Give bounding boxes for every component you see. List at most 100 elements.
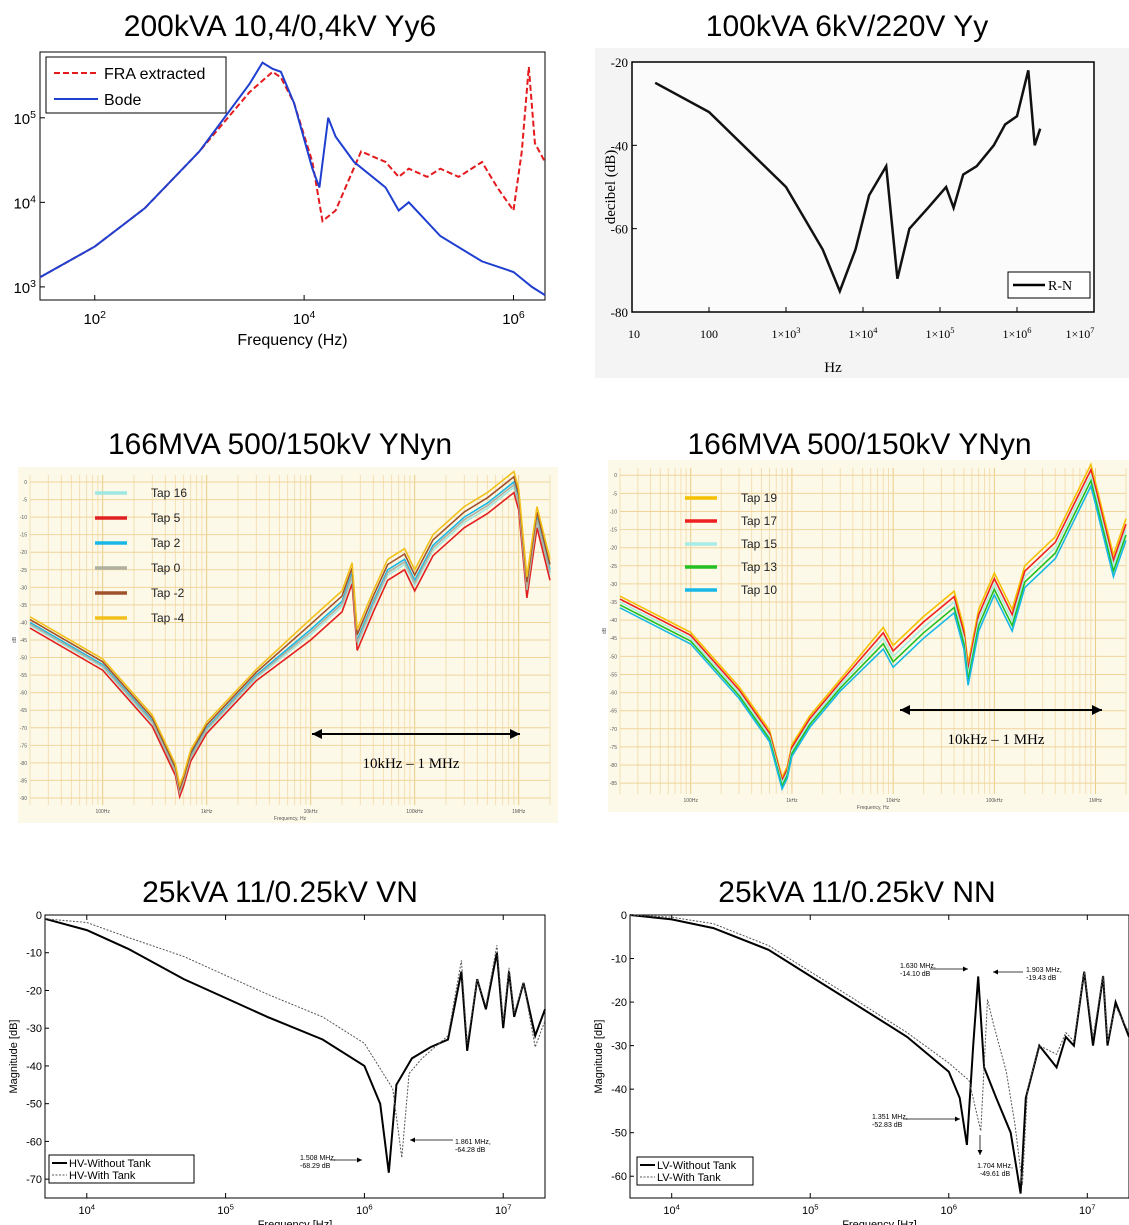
chart-panel-4: 166MVA 500/150kV YNyn 0 -5 -10 -15 -20 -25 -30… — [590, 420, 1129, 840]
x-axis-label: Frequency (Hz) — [237, 332, 347, 349]
x-tick-label: 10kHz — [304, 809, 319, 815]
range-annotation: 10kHz – 1 MHz — [947, 732, 1044, 748]
y-tick-label: -50 — [20, 656, 27, 662]
annotation-label: -68.29 dB — [300, 1163, 331, 1170]
y-tick-label: -80 — [610, 763, 617, 769]
x-tick-label: 100Hz — [684, 798, 699, 804]
y-tick-label: -35 — [610, 600, 617, 606]
chart-3-svg: 0 -5 -10 -15 -20 -25 -30 -35 -40 -45 -50 -55 -60 -65 -… — [12, 467, 558, 823]
legend-label: Tap 16 — [151, 486, 187, 500]
x-tick-label: 100kHz — [406, 809, 423, 815]
y-tick-label: -75 — [610, 745, 617, 751]
legend-label: HV-With Tank — [69, 1170, 136, 1182]
y-tick-label: 105 — [13, 109, 36, 128]
range-annotation: 10kHz – 1 MHz — [362, 756, 459, 772]
y-tick-label: -30 — [610, 582, 617, 588]
y-tick-label: -40 — [611, 138, 628, 153]
y-tick-label: 103 — [13, 278, 36, 297]
x-tick-label: 1×105 — [926, 326, 955, 341]
y-tick-label: -60 — [26, 1136, 42, 1148]
y-tick-label: -35 — [20, 603, 27, 609]
chart-4-svg: 0 -5 -10 -15 -20 -25 -30 -35 -40 -45 -50 -55 -60 -65 -… — [602, 460, 1129, 812]
annotation-arrow-head — [955, 1116, 960, 1122]
y-tick-label: -65 — [20, 708, 27, 714]
chart-1-svg: 102 104 106 103 104 105 Frequency (Hz) FRA extr… — [13, 51, 546, 349]
y-tick-label: -5 — [613, 491, 618, 497]
y-tick-label: -40 — [611, 1084, 627, 1096]
y-tick-label: -60 — [610, 691, 617, 697]
y-tick-label: -25 — [610, 564, 617, 570]
x-tick-label: 1kHz — [786, 798, 798, 804]
annotation-label: -14.10 dB — [900, 971, 931, 978]
series-line-r-n — [654, 70, 1042, 295]
x-tick-label: 105 — [217, 1203, 234, 1217]
x-tick-label: 1MHz — [1089, 798, 1103, 804]
chart-title-3: 166MVA 500/150kV YNyn — [107, 428, 453, 461]
range-arrow-head-left — [312, 729, 322, 739]
chart-5-svg: 104 105 106 107 0 -10 -20 -30 -40 -50 -60 -70 Freque… — [8, 910, 546, 1225]
x-tick-label: 106 — [941, 1203, 958, 1217]
range-arrow-head-left — [900, 705, 910, 715]
legend-label: HV-Without Tank — [69, 1158, 151, 1170]
annotation-label: -64.28 dB — [455, 1147, 486, 1154]
chart-2-svg: 10 100 1×103 1×104 1×105 1×106 1×107 -20 -40 -60 -… — [595, 48, 1129, 378]
y-tick-label: -10 — [26, 948, 42, 960]
legend-box — [45, 56, 227, 114]
y-tick-label: 0 — [621, 910, 627, 922]
y-axis-label: dB — [602, 627, 608, 634]
series-line-bode — [39, 61, 546, 296]
y-tick-label: -60 — [20, 691, 27, 697]
y-tick-label: 0 — [614, 473, 617, 479]
y-tick-label: -20 — [611, 55, 628, 70]
chart-title-6: 25kVA 11/0.25kV NN — [718, 876, 996, 909]
y-tick-label: -45 — [20, 638, 27, 644]
series-line-tap--4 — [29, 470, 551, 789]
y-tick-label: -25 — [20, 568, 27, 574]
x-tick-label: 1×107 — [1066, 326, 1095, 341]
y-axis-label: decibel (dB) — [603, 150, 619, 225]
range-arrow-head-right — [1092, 705, 1102, 715]
legend-label: LV-Without Tank — [657, 1160, 737, 1172]
range-arrow-head-right — [510, 729, 520, 739]
chart-panel-5: 25kVA 11/0.25kV VN 104 105 106 107 0 -10 -20 -3… — [0, 870, 560, 1225]
annotation-label: 1.351 MHz, — [872, 1114, 908, 1121]
x-tick-label: 102 — [83, 309, 106, 328]
y-tick-label: -55 — [610, 672, 617, 678]
legend-label: Tap 19 — [741, 491, 777, 505]
y-tick-label: -50 — [26, 1099, 42, 1111]
chart-panel-6: 25kVA 11/0.25kV NN 104 105 106 107 0 -10 -20 -3… — [585, 870, 1129, 1225]
x-axis-label: Frequency, Hz — [274, 816, 307, 822]
series-line-fra-extracted — [39, 66, 546, 279]
x-tick-label: 107 — [1079, 1203, 1096, 1217]
y-tick-label: -30 — [20, 585, 27, 591]
legend-box — [48, 1154, 195, 1184]
annotation-label: -52.83 dB — [872, 1122, 903, 1129]
x-tick-label: 107 — [495, 1203, 512, 1217]
chart-title-4: 166MVA 500/150kV YNyn — [687, 428, 1032, 461]
annotation-label: -49.61 dB — [980, 1171, 1011, 1178]
y-tick-label: -10 — [610, 509, 617, 515]
annotation-arrow-head — [410, 1137, 415, 1143]
legend-label: Tap 0 — [151, 561, 181, 575]
annotation-label: 1.903 MHz, — [1026, 967, 1062, 974]
y-tick-label: 0 — [24, 480, 27, 486]
x-tick-label: 100kHz — [986, 798, 1003, 804]
y-tick-label: -10 — [20, 515, 27, 521]
annotation-arrow-head — [357, 1157, 362, 1163]
x-tick-label: 1×106 — [1003, 326, 1032, 341]
y-axis-label: Magnitude [dB] — [8, 1020, 20, 1094]
x-tick-label: 10 — [628, 327, 640, 341]
plot-frame — [629, 914, 1129, 1199]
chart-panel-1: 200kVA 10,4/0,4kV Yy6 102 104 106 103 104 105… — [0, 0, 560, 390]
legend-label: LV-With Tank — [657, 1172, 721, 1184]
x-tick-label: 104 — [663, 1203, 680, 1217]
series-line-tap-0 — [29, 483, 551, 796]
y-tick-label: 104 — [13, 193, 36, 212]
y-tick-label: -30 — [26, 1023, 42, 1035]
y-tick-label: -80 — [611, 305, 628, 320]
x-tick-label: 100Hz — [95, 809, 110, 815]
y-tick-label: -40 — [610, 618, 617, 624]
legend-label: Tap 2 — [151, 536, 181, 550]
y-tick-label: -20 — [611, 997, 627, 1009]
x-axis-label: Frequency [Hz] — [258, 1219, 333, 1225]
